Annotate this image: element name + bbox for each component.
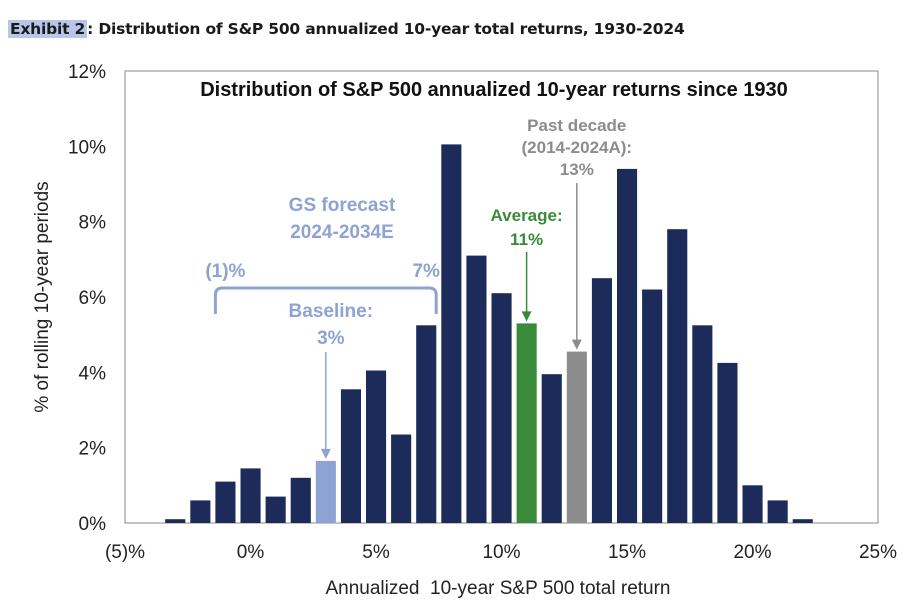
- bar-14: [516, 323, 537, 523]
- x-tick-label: 5%: [362, 542, 390, 563]
- forecast-annotation: GS forecast 2024-2034E (1)% 7% Baseline:…: [205, 195, 440, 459]
- y-tick-labels: 0% 2% 4% 6% 8% 10% 12%: [68, 62, 106, 535]
- exhibit-title-text: : Distribution of S&P 500 annualized 10-…: [87, 20, 685, 38]
- y-tick-label: 12%: [68, 62, 106, 83]
- x-tick-label: 0%: [237, 542, 265, 563]
- bar-3: [240, 468, 261, 523]
- y-tick-label: 4%: [79, 363, 107, 384]
- baseline-label-line1: Baseline:: [289, 301, 373, 322]
- bar-group: [165, 144, 813, 524]
- bar-25: [792, 519, 813, 523]
- past-decade-arrowhead: [571, 339, 582, 350]
- bar-5: [290, 477, 311, 523]
- chart-title: Distribution of S&P 500 annualized 10-ye…: [200, 79, 788, 101]
- bar-11: [441, 144, 462, 523]
- y-tick-label: 8%: [79, 213, 107, 234]
- forecast-low-label: (1)%: [205, 261, 245, 282]
- y-tick-label: 2%: [79, 439, 107, 460]
- y-tick-label: 10%: [68, 137, 106, 158]
- exhibit-title: Exhibit 2: Distribution of S&P 500 annua…: [8, 20, 685, 38]
- bar-2: [215, 481, 236, 523]
- x-tick-labels: (5)% 0% 5% 10% 15% 20% 25%: [105, 542, 897, 563]
- bar-18: [617, 168, 638, 523]
- bar-10: [416, 325, 437, 524]
- bar-24: [767, 500, 788, 523]
- forecast-range-bracket: [213, 286, 438, 314]
- bar-17: [591, 278, 612, 523]
- bar-6: [315, 460, 336, 523]
- x-tick-label: 25%: [859, 542, 897, 563]
- y-tick-label: 6%: [79, 288, 107, 309]
- forecast-title-line1: GS forecast: [289, 195, 396, 216]
- bar-7: [340, 389, 361, 523]
- bar-13: [491, 293, 512, 523]
- bar-19: [642, 289, 663, 523]
- past-decade-label-line3: 13%: [560, 160, 594, 179]
- bar-15: [541, 374, 562, 523]
- forecast-title-line2: 2024-2034E: [290, 222, 394, 243]
- past-decade-label-line2: (2014-2024A):: [522, 138, 633, 157]
- bar-22: [717, 362, 738, 523]
- average-label-line2: 11%: [510, 230, 543, 249]
- y-tick-label: 0%: [79, 514, 107, 535]
- bar-0: [165, 519, 186, 523]
- bar-21: [692, 325, 713, 524]
- bar-16: [566, 351, 587, 523]
- x-tick-label: (5)%: [105, 542, 145, 563]
- baseline-label-line2: 3%: [317, 328, 345, 349]
- bar-23: [742, 485, 763, 523]
- x-tick-label: 20%: [733, 542, 771, 563]
- bar-8: [366, 370, 387, 523]
- bar-20: [667, 229, 688, 523]
- x-axis-label: Annualized 10-year S&P 500 total return: [325, 578, 670, 599]
- average-arrowhead: [521, 311, 532, 322]
- exhibit-tag: Exhibit 2: [8, 20, 88, 38]
- average-annotation: Average: 11%: [491, 206, 563, 322]
- bar-9: [391, 434, 412, 523]
- bar-4: [265, 496, 286, 523]
- forecast-high-label: 7%: [412, 261, 440, 282]
- average-label-line1: Average:: [491, 206, 563, 225]
- past-decade-annotation: Past decade (2014-2024A): 13%: [522, 116, 633, 350]
- bar-12: [466, 255, 487, 523]
- y-axis-label: % of rolling 10-year periods: [32, 181, 53, 412]
- bar-1: [190, 500, 211, 523]
- x-tick-label: 10%: [482, 542, 520, 563]
- baseline-arrowhead: [320, 448, 331, 459]
- past-decade-label-line1: Past decade: [527, 116, 626, 135]
- x-tick-label: 15%: [608, 542, 646, 563]
